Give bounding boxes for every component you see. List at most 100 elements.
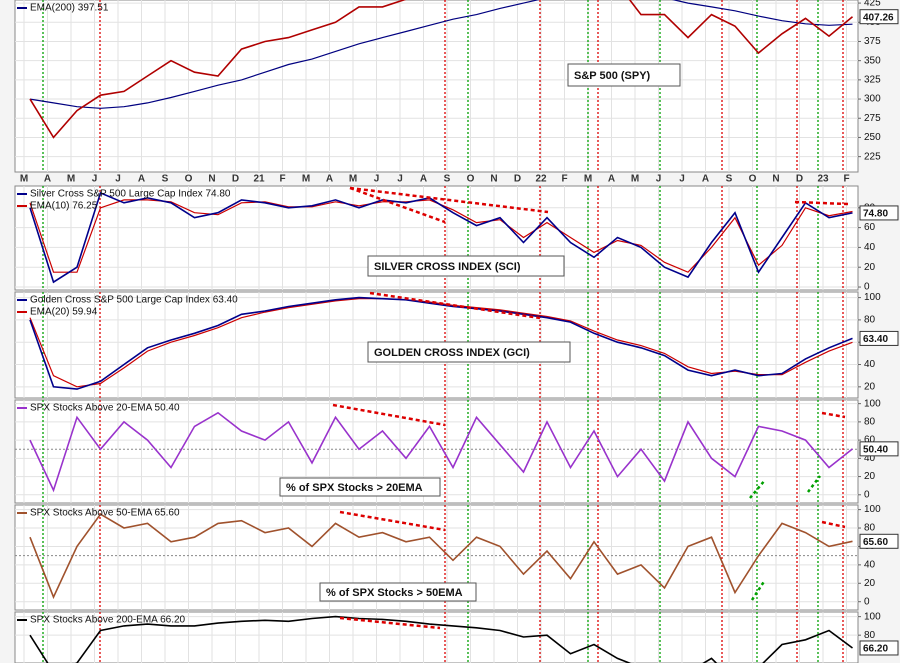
y-tick-label: 80 [864, 630, 876, 641]
y-tick-label: 80 [864, 315, 876, 326]
last-value-label: 66.20 [863, 644, 888, 655]
x-tick-label: M [20, 174, 28, 185]
x-tick-label: S [726, 174, 733, 185]
y-tick-label: 40 [864, 560, 876, 571]
annotation: GOLDEN CROSS INDEX (GCI) [374, 347, 530, 359]
legend-label: EMA(20) 59.94 [30, 307, 98, 318]
x-tick-label: D [232, 174, 239, 185]
panel: 80 100 SPX Stocks Above 200-EMA 66.20 66.20 [14, 611, 899, 663]
last-value-box [859, 441, 899, 457]
x-tick-label: A [326, 174, 333, 185]
legend-label: EMA(10) 76.25 [30, 201, 98, 212]
panel: 0 20 40 60 80 100 SPX Stocks Above 20-EMA 50.4… [14, 398, 899, 504]
x-tick-label: J [679, 174, 685, 185]
last-value-box [859, 533, 899, 549]
x-tick-label: D [514, 174, 521, 185]
y-tick-label: 275 [864, 113, 881, 124]
last-value-box [859, 9, 899, 25]
x-tick-label: F [561, 174, 567, 185]
y-tick-label: 225 [864, 151, 881, 162]
panel: 225250275300325350375400425EMA(200) 397.… [14, 0, 899, 173]
y-tick-label: 0 [864, 282, 870, 293]
legend-label: EMA(200) 397.51 [30, 3, 109, 14]
y-tick-label: 100 [864, 292, 881, 303]
last-value-box [859, 205, 899, 221]
x-tick-label: S [162, 174, 169, 185]
y-tick-label: 40 [864, 359, 876, 370]
y-tick-label: 300 [864, 94, 881, 105]
annotation-box [279, 477, 441, 497]
y-tick-label: 100 [864, 611, 881, 622]
annotation-box [367, 255, 565, 277]
trend-line-green [750, 579, 767, 601]
legend-label: SPX Stocks Above 20-EMA 50.40 [30, 403, 180, 414]
last-value-label: 407.26 [863, 12, 894, 23]
y-tick-label: 100 [864, 398, 881, 409]
y-tick-label: 0 [864, 489, 870, 500]
y-tick-label: 250 [864, 132, 881, 143]
x-tick-label: N [490, 174, 497, 185]
y-tick-label: 20 [864, 578, 876, 589]
annotation: % of SPX Stocks > 50EMA [326, 587, 463, 599]
y-tick-label: 375 [864, 36, 881, 47]
x-tick-label: J [92, 174, 98, 185]
y-tick-label: 80 [864, 523, 876, 534]
x-tick-label: M [349, 174, 357, 185]
x-tick-label: S [444, 174, 451, 185]
legend-label: SPX Stocks Above 50-EMA 65.60 [30, 508, 180, 519]
series-line [29, 191, 853, 284]
trend-line [349, 186, 446, 224]
trend-line [821, 520, 846, 529]
x-tick-label: N [208, 174, 215, 185]
y-tick-label: 20 [864, 262, 876, 273]
x-tick-label: J [374, 174, 380, 185]
last-value-label: 50.40 [863, 444, 888, 455]
y-tick-label: 60 [864, 435, 876, 446]
annotation-box [319, 582, 477, 602]
trend-line [794, 200, 849, 206]
annotation: % of SPX Stocks > 20EMA [286, 482, 423, 494]
x-tick-label: J [115, 174, 121, 185]
x-tick-label: 23 [817, 174, 829, 185]
y-tick-label: 0 [864, 596, 870, 607]
x-tick-label: J [397, 174, 403, 185]
x-tick-label: 21 [253, 174, 265, 185]
x-tick-label: M [67, 174, 75, 185]
trend-line [349, 186, 549, 214]
series-line [29, 0, 853, 109]
annotation-box [567, 63, 681, 87]
trend-line [332, 403, 446, 427]
legend-label: SPX Stocks Above 200-EMA 66.20 [30, 615, 186, 626]
x-tick-label: O [467, 174, 475, 185]
y-tick-label: 325 [864, 74, 881, 85]
annotation: SILVER CROSS INDEX (SCI) [374, 261, 521, 273]
x-tick-label: A [138, 174, 145, 185]
series-line [29, 0, 854, 139]
y-tick-label: 425 [864, 0, 881, 9]
x-tick-label: O [185, 174, 193, 185]
x-tick-label: 22 [535, 174, 547, 185]
x-tick-label: F [279, 174, 285, 185]
x-tick-label: F [843, 174, 849, 185]
x-tick-label: A [702, 174, 709, 185]
last-value-box [859, 640, 899, 656]
trend-line-green [749, 479, 766, 499]
x-tick-label: D [796, 174, 803, 185]
series-line [29, 513, 853, 600]
x-tick-label: A [44, 174, 51, 185]
x-tick-label: N [772, 174, 779, 185]
annotation: S&P 500 (SPY) [574, 70, 651, 82]
last-value-label: 74.80 [863, 209, 888, 220]
last-value-label: 65.60 [863, 537, 888, 548]
trend-line [369, 291, 541, 320]
last-value-box [859, 330, 899, 346]
panel: 20406080100Golden Cross S&P 500 Large Ca… [14, 291, 899, 399]
series-line [29, 411, 853, 493]
y-tick-label: 100 [864, 504, 881, 515]
y-tick-label: 40 [864, 453, 876, 464]
y-tick-label: 40 [864, 242, 876, 253]
x-tick-label: A [608, 174, 615, 185]
y-tick-label: 80 [864, 417, 876, 428]
